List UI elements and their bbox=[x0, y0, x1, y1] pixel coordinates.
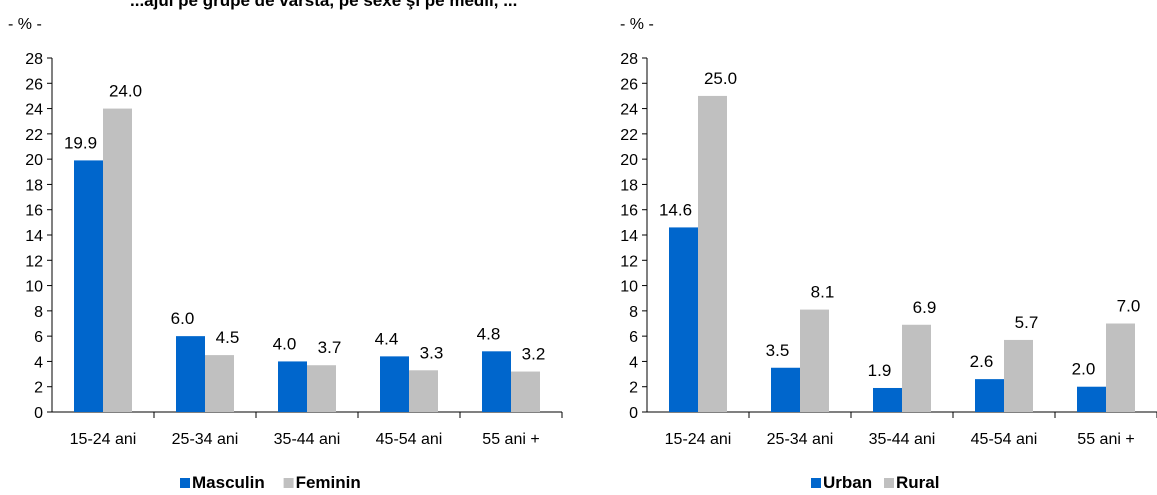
data-label: 2.0 bbox=[1072, 360, 1096, 379]
data-label: 3.7 bbox=[318, 338, 342, 357]
x-tick-label: 45-54 ani bbox=[376, 431, 443, 448]
bar bbox=[380, 356, 409, 412]
legend-label: Masculin bbox=[192, 473, 265, 492]
legend-swatch bbox=[884, 478, 894, 488]
bar bbox=[669, 227, 698, 412]
data-label: 4.5 bbox=[216, 328, 240, 347]
y-tick-label: 20 bbox=[25, 152, 43, 169]
y-tick-label: 6 bbox=[34, 329, 43, 346]
data-label: 3.3 bbox=[420, 343, 444, 362]
legend-label: Feminin bbox=[296, 473, 361, 492]
y-tick-label: 4 bbox=[629, 354, 638, 371]
y-tick-label: 22 bbox=[620, 127, 638, 144]
legend-swatch bbox=[180, 478, 190, 488]
bar bbox=[409, 370, 438, 412]
x-tick-label: 35-44 ani bbox=[869, 431, 936, 448]
y-tick-label: 8 bbox=[34, 304, 43, 321]
data-label: 1.9 bbox=[868, 361, 892, 380]
x-tick-label: 25-34 ani bbox=[767, 431, 834, 448]
y-tick-label: 10 bbox=[620, 279, 638, 296]
bar bbox=[205, 355, 234, 412]
bar bbox=[1077, 386, 1106, 412]
y-tick-label: 24 bbox=[25, 102, 43, 119]
y-tick-label: 12 bbox=[620, 253, 638, 270]
y-tick-label: 12 bbox=[25, 253, 43, 270]
data-label: 6.9 bbox=[913, 298, 937, 317]
y-tick-label: 0 bbox=[629, 405, 638, 422]
y-tick-label: 24 bbox=[620, 102, 638, 119]
bar bbox=[74, 160, 103, 412]
bar bbox=[975, 379, 1004, 412]
data-label: 8.1 bbox=[811, 283, 835, 302]
bar bbox=[103, 108, 132, 413]
y-tick-label: 28 bbox=[620, 51, 638, 68]
y-tick-label: 2 bbox=[629, 380, 638, 397]
y-tick-label: 20 bbox=[620, 152, 638, 169]
data-label: 14.6 bbox=[659, 200, 692, 219]
data-label: 7.0 bbox=[1117, 297, 1141, 316]
y-tick-label: 14 bbox=[620, 228, 638, 245]
bar bbox=[482, 351, 511, 412]
y-tick-label: 18 bbox=[620, 177, 638, 194]
data-label: 6.0 bbox=[171, 309, 195, 328]
y-tick-label: 4 bbox=[34, 354, 43, 371]
y-tick-label: 26 bbox=[25, 76, 43, 93]
y-tick-label: 14 bbox=[25, 228, 43, 245]
data-label: 5.7 bbox=[1015, 313, 1039, 332]
data-label: 3.2 bbox=[522, 345, 546, 364]
legend-label: Urban bbox=[823, 473, 872, 492]
bar bbox=[698, 95, 727, 412]
x-tick-label: 15-24 ani bbox=[665, 431, 732, 448]
y-tick-label: 16 bbox=[25, 203, 43, 220]
data-label: 25.0 bbox=[704, 69, 737, 88]
data-label: 3.5 bbox=[766, 341, 790, 360]
data-label: 4.8 bbox=[477, 324, 501, 343]
x-tick-label: 45-54 ani bbox=[971, 431, 1038, 448]
y-tick-label: 0 bbox=[34, 405, 43, 422]
x-tick-label: 55 ani + bbox=[1077, 431, 1134, 448]
x-tick-label: 25-34 ani bbox=[172, 431, 239, 448]
bar bbox=[1004, 339, 1033, 412]
y-tick-label: 26 bbox=[620, 76, 638, 93]
bar bbox=[902, 324, 931, 412]
x-tick-label: 15-24 ani bbox=[70, 431, 137, 448]
y-tick-label: 8 bbox=[629, 304, 638, 321]
data-label: 2.6 bbox=[970, 352, 994, 371]
data-label: 4.4 bbox=[375, 329, 399, 348]
page-title: ...ajul pe grupe de vârstă, pe sexe şi p… bbox=[130, 0, 518, 10]
data-label: 19.9 bbox=[64, 133, 97, 152]
x-tick-label: 55 ani + bbox=[482, 431, 539, 448]
legend-swatch bbox=[283, 478, 294, 488]
y-tick-label: 28 bbox=[25, 51, 43, 68]
bar bbox=[771, 367, 800, 412]
unit-label: - % - bbox=[620, 16, 654, 33]
y-tick-label: 18 bbox=[25, 177, 43, 194]
y-tick-label: 22 bbox=[25, 127, 43, 144]
y-tick-label: 16 bbox=[620, 203, 638, 220]
y-tick-label: 10 bbox=[25, 279, 43, 296]
legend-swatch bbox=[811, 478, 821, 488]
bar bbox=[873, 387, 902, 412]
y-tick-label: 6 bbox=[629, 329, 638, 346]
bar bbox=[1106, 323, 1135, 412]
legend-label: Rural bbox=[896, 473, 939, 492]
data-label: 24.0 bbox=[109, 82, 142, 101]
bar bbox=[176, 336, 205, 412]
x-tick-label: 35-44 ani bbox=[274, 431, 341, 448]
y-tick-label: 2 bbox=[34, 380, 43, 397]
unit-label: - % - bbox=[8, 16, 42, 33]
bar bbox=[278, 361, 307, 412]
bar bbox=[800, 309, 829, 412]
bar bbox=[307, 365, 336, 412]
bar bbox=[511, 371, 540, 412]
data-label: 4.0 bbox=[273, 334, 297, 353]
